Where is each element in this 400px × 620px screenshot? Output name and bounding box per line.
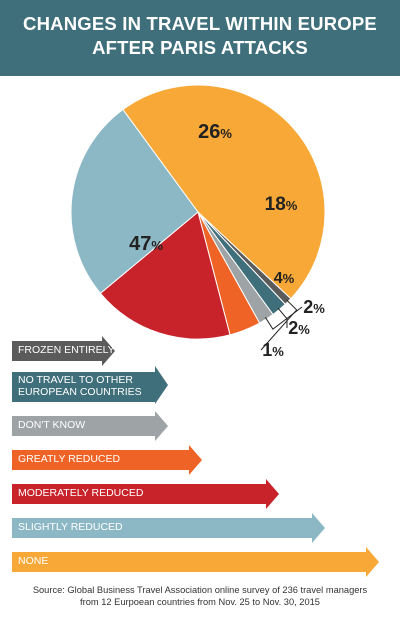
- slice-labels: 1%2%2%4%18%26%47%: [129, 121, 325, 360]
- legend-arrow-shaft: [12, 341, 102, 361]
- legend-arrow-head: [366, 547, 379, 577]
- pie-chart: 1%2%2%4%18%26%47%: [70, 84, 326, 360]
- legend-arrow-head: [155, 366, 168, 404]
- legend-arrow-head: [189, 445, 202, 475]
- legend-label-greatly-reduced: GREATLY REDUCED: [18, 453, 121, 465]
- legend-label-none: NONE: [18, 555, 49, 567]
- legend-label-frozen-entirely: FROZEN ENTIRELY: [18, 344, 115, 356]
- legend-arrow-shaft: [12, 518, 312, 538]
- leader-line: [277, 307, 288, 329]
- legend-arrow-head: [266, 479, 279, 509]
- legend-arrow-head: [155, 411, 168, 441]
- legend-arrow-shaft: [12, 552, 366, 572]
- pie-slices: [70, 84, 326, 340]
- legend-arrow-head: [102, 336, 115, 366]
- leader-line: [260, 299, 298, 351]
- legend-arrow-shaft: [12, 416, 155, 436]
- legend-label-no-travel: NO TRAVEL TO OTHER EUROPEAN COUNTRIES: [18, 374, 142, 398]
- slice-value-label: 47%: [129, 233, 163, 255]
- slice-value-label: 2%: [303, 297, 325, 317]
- legend-arrow-shaft: [12, 484, 266, 504]
- legend-arrow-head: [312, 513, 325, 543]
- leader-lines: [260, 299, 303, 351]
- slice-value-label: 2%: [288, 318, 310, 338]
- pie-slice-slightly-reduced: [70, 108, 199, 294]
- source-note: Source: Global Business Travel Associati…: [0, 584, 400, 608]
- legend-label-dont-know: DON'T KNOW: [18, 419, 86, 431]
- legend-arrow-shaft: [12, 372, 155, 402]
- source-line-2: from 12 Eurpoean countries from Nov. 25 …: [80, 597, 320, 607]
- title-banner: CHANGES IN TRAVEL WITHIN EUROPE AFTER PA…: [0, 0, 400, 76]
- pie-slice-none: [122, 84, 326, 300]
- slice-value-label: 18%: [265, 194, 298, 215]
- legend-label-slightly-reduced: SLIGHTLY REDUCED: [18, 521, 123, 533]
- pie-slice-moderately-reduced: [99, 211, 231, 340]
- source-line-1: Source: Global Business Travel Associati…: [32, 585, 368, 595]
- slice-value-label: 4%: [274, 270, 295, 287]
- slice-value-label: 26%: [198, 121, 232, 143]
- legend-arrow-shaft: [12, 450, 189, 470]
- title-line-1: CHANGES IN TRAVEL WITHIN EUROPE: [23, 13, 377, 34]
- title-line-2: AFTER PARIS ATTACKS: [92, 37, 308, 58]
- legend-label-moderately-reduced: MODERATELY REDUCED: [18, 487, 144, 499]
- leader-line: [264, 306, 303, 330]
- slice-value-label: 1%: [262, 340, 284, 360]
